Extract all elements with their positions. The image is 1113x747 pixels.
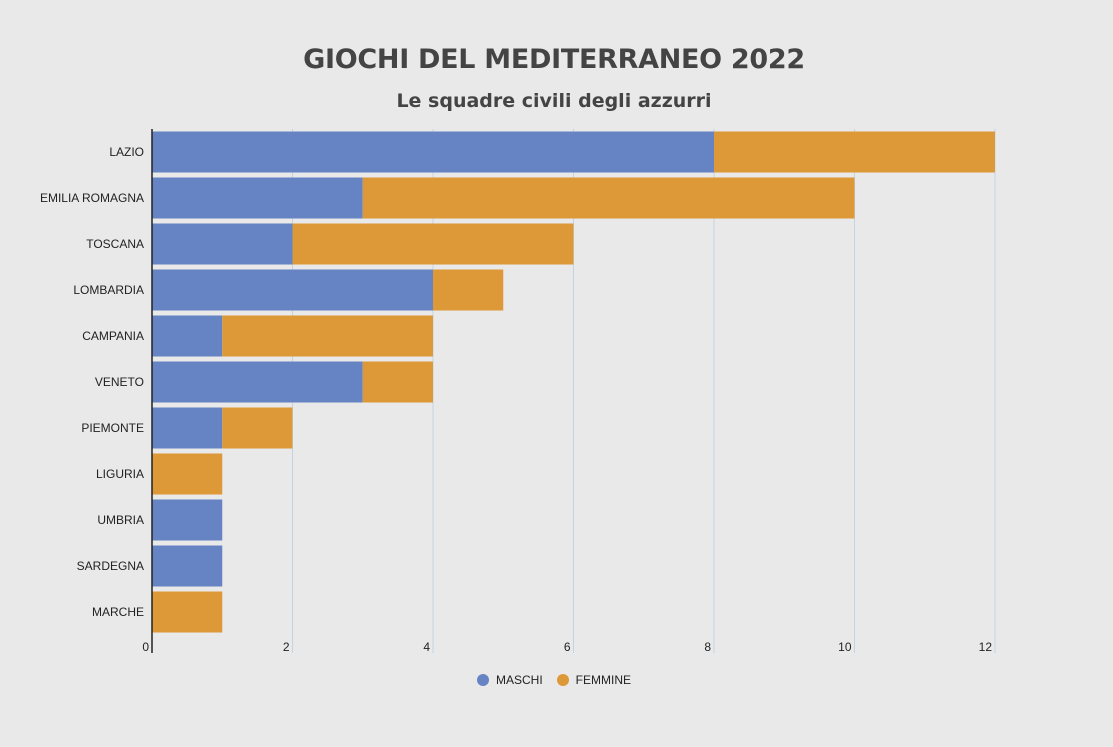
category-label: CAMPANIA xyxy=(82,329,144,343)
category-label: SARDEGNA xyxy=(77,559,144,573)
bar-maschi-piemonte xyxy=(152,407,223,449)
x-tick-label: 0 xyxy=(142,640,149,654)
category-label: VENETO xyxy=(95,375,144,389)
bar-femmine-piemonte xyxy=(222,407,293,449)
category-label: LIGURIA xyxy=(96,467,144,481)
bars xyxy=(152,131,995,633)
bar-maschi-lazio xyxy=(152,131,714,173)
chart-title: GIOCHI DEL MEDITERRANEO 2022 xyxy=(303,44,805,75)
bar-femmine-veneto xyxy=(362,361,433,403)
legend-swatch-maschi xyxy=(476,674,489,686)
bar-maschi-campania xyxy=(152,315,223,357)
category-label: UMBRIA xyxy=(97,513,144,527)
x-tick-label: 2 xyxy=(283,640,290,654)
legend: MASCHI FEMMINE xyxy=(0,673,1108,687)
bar-femmine-lombardia xyxy=(433,269,504,311)
category-label: EMILIA ROMAGNA xyxy=(40,191,144,205)
x-tick-label: 10 xyxy=(838,640,852,654)
bar-femmine-emilia-romagna xyxy=(362,177,855,219)
chart-subtitle: Le squadre civili degli azzurri xyxy=(396,90,712,112)
legend-label-maschi: MASCHI xyxy=(495,673,543,687)
category-label: TOSCANA xyxy=(86,237,144,251)
legend-swatch-femmine xyxy=(556,674,569,686)
bar-maschi-emilia-romagna xyxy=(152,177,363,219)
category-label: LOMBARDIA xyxy=(73,283,144,297)
bar-maschi-lombardia xyxy=(152,269,433,311)
legend-item-maschi[interactable]: MASCHI xyxy=(476,673,543,687)
category-label: LAZIO xyxy=(109,145,144,159)
category-label: MARCHE xyxy=(92,605,144,619)
legend-label-femmine: FEMMINE xyxy=(575,673,631,687)
x-tick-label: 6 xyxy=(564,640,571,654)
bar-maschi-toscana xyxy=(152,223,293,265)
bar-femmine-campania xyxy=(222,315,433,357)
bar-femmine-toscana xyxy=(292,223,574,265)
axis-labels: 0 2 4 6 8 10 12 LAZIO EMILIA ROMAGNA TOSCANA LOMBA… xyxy=(40,145,992,654)
bar-femmine-liguria xyxy=(152,453,223,495)
category-label: PIEMONTE xyxy=(81,421,144,435)
bar-maschi-veneto xyxy=(152,361,363,403)
bar-maschi-sardegna xyxy=(152,545,223,587)
bar-maschi-umbria xyxy=(152,499,223,541)
legend-item-femmine[interactable]: FEMMINE xyxy=(556,673,631,687)
x-tick-label: 8 xyxy=(704,640,711,654)
x-tick-label: 4 xyxy=(423,640,430,654)
bar-femmine-lazio xyxy=(714,131,995,173)
x-tick-label: 12 xyxy=(979,640,993,654)
bar-femmine-marche xyxy=(152,591,223,633)
